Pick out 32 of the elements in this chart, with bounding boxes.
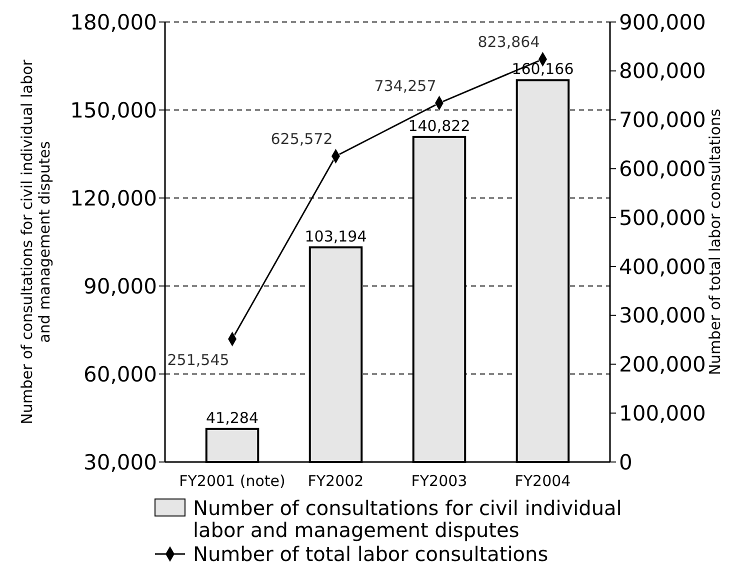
y-tick-label: 180,000 bbox=[70, 10, 157, 34]
legend-label: Number of consultations for civil individual labor and management disputes bbox=[193, 496, 622, 542]
y2-tick-label: 800,000 bbox=[619, 59, 706, 84]
x-tick-label: FY2003 bbox=[411, 472, 468, 490]
data-label: 41,284 bbox=[206, 408, 259, 427]
x-tick-label: FY2001 (note) bbox=[179, 472, 286, 490]
y2-tick-label: 300,000 bbox=[619, 304, 706, 328]
y2-tick-label: 0 bbox=[619, 450, 632, 474]
y-tick-label: 150,000 bbox=[70, 98, 157, 122]
y-tick-label: 120,000 bbox=[70, 186, 157, 210]
data-label: 103,194 bbox=[304, 227, 367, 246]
y2-tick-label: 600,000 bbox=[619, 157, 706, 182]
data-label: 160,166 bbox=[512, 60, 574, 78]
data-label: 140,822 bbox=[408, 116, 470, 135]
x-tick-label: FY2004 bbox=[514, 472, 571, 490]
y-axis-title: Number of consultations for civil individual labor and management disputes bbox=[18, 58, 54, 424]
data-label: 823,864 bbox=[478, 33, 540, 52]
y2-tick-label: 100,000 bbox=[619, 401, 706, 426]
y2-tick-label: 900,000 bbox=[619, 10, 706, 34]
x-tick-label: FY2002 bbox=[308, 472, 364, 490]
y2-tick-label: 400,000 bbox=[619, 254, 706, 279]
data-label: 734,257 bbox=[374, 77, 436, 96]
y2-tick-label: 700,000 bbox=[619, 108, 706, 132]
y2-tick-label: 500,000 bbox=[619, 206, 706, 230]
y2-tick-label: 200,000 bbox=[619, 352, 706, 377]
y-tick-label: 90,000 bbox=[84, 274, 157, 298]
legend-label: Number of total labor consultations bbox=[193, 542, 548, 566]
y-tick-label: 60,000 bbox=[84, 362, 157, 386]
y-tick-label: 30,000 bbox=[84, 450, 157, 474]
data-label: 625,572 bbox=[270, 130, 333, 148]
y2-axis-title: Number of total labor consultations bbox=[706, 108, 724, 376]
data-label: 251,545 bbox=[167, 351, 230, 370]
